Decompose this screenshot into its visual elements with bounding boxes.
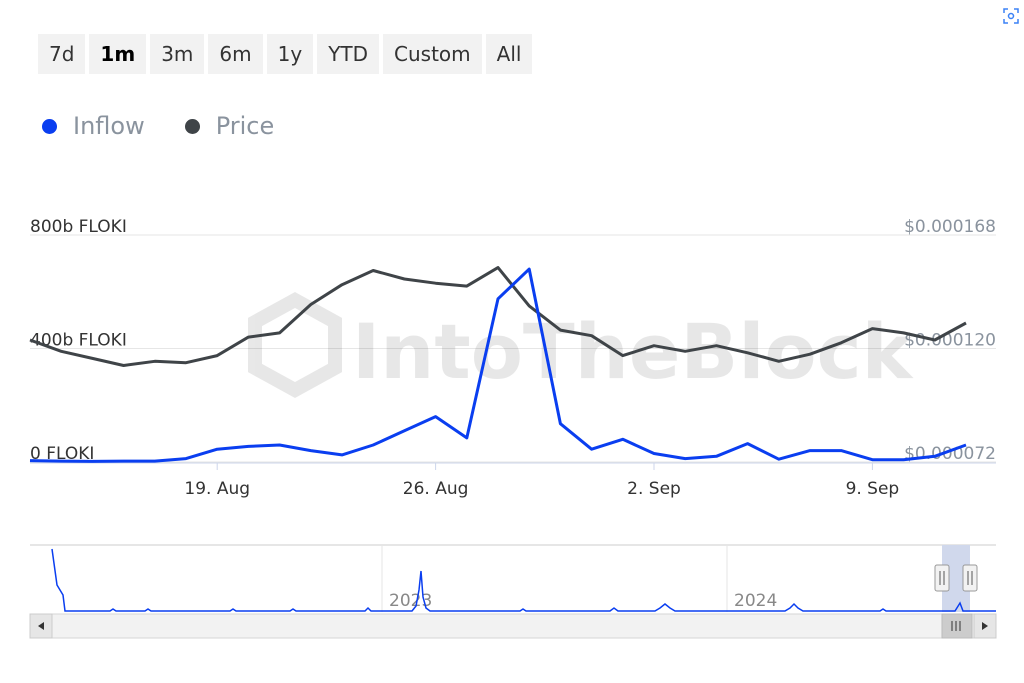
series-lines bbox=[29, 266, 967, 463]
navigator-year-label: 2023 bbox=[389, 591, 432, 611]
range-1y-button[interactable]: 1y bbox=[266, 34, 314, 74]
legend-dot-price bbox=[184, 118, 200, 134]
range-ytd-button[interactable]: YTD bbox=[317, 34, 380, 74]
legend-item-inflow[interactable]: Inflow bbox=[42, 112, 145, 140]
range-custom-button[interactable]: Custom bbox=[383, 34, 482, 74]
legend-label-inflow: Inflow bbox=[73, 112, 145, 140]
series-line-price[interactable] bbox=[29, 266, 967, 367]
range-all-button[interactable]: All bbox=[485, 34, 533, 74]
navigator-year-label: 2024 bbox=[734, 591, 777, 611]
navigator-handle-right[interactable] bbox=[962, 564, 978, 592]
left-axis-tick-label: 0 FLOKI bbox=[30, 444, 94, 464]
navigator[interactable]: 2023 2024 bbox=[29, 544, 997, 639]
legend-dot-inflow bbox=[42, 118, 57, 134]
axes: 800b FLOKI $0.000168 400b FLOKI $0.000120 0 … bbox=[30, 217, 996, 499]
range-selector: 7d 1m 3m 6m 1y YTD Custom All bbox=[38, 34, 533, 74]
arrow-left-icon bbox=[38, 622, 44, 630]
navigator-series-line bbox=[51, 548, 996, 612]
right-axis-tick-label: $0.000168 bbox=[904, 217, 996, 237]
range-1m-button[interactable]: 1m bbox=[89, 34, 147, 74]
watermark: IntoTheBlock bbox=[248, 292, 914, 398]
watermark-logo-icon bbox=[248, 292, 342, 398]
screenshot-icon[interactable] bbox=[1003, 8, 1019, 24]
x-axis-tick-label: 19. Aug bbox=[184, 479, 250, 499]
legend-item-price[interactable]: Price bbox=[184, 112, 275, 140]
range-6m-button[interactable]: 6m bbox=[208, 34, 263, 74]
x-axis-tick-label: 26. Aug bbox=[403, 479, 469, 499]
series-line-inflow[interactable] bbox=[29, 267, 967, 463]
range-7d-button[interactable]: 7d bbox=[38, 34, 86, 74]
x-axis-tick-label: 2. Sep bbox=[627, 479, 681, 499]
navigator-scrollbar[interactable] bbox=[29, 613, 997, 639]
scroll-thumb[interactable] bbox=[941, 613, 973, 639]
gridlines bbox=[30, 234, 996, 463]
right-axis-tick-label: $0.000120 bbox=[904, 331, 996, 351]
left-axis-tick-label: 400b FLOKI bbox=[30, 331, 127, 351]
right-axis-tick-label: $0.000072 bbox=[904, 444, 996, 464]
range-3m-button[interactable]: 3m bbox=[150, 34, 205, 74]
legend-label-price: Price bbox=[215, 112, 275, 140]
arrow-right-icon bbox=[982, 622, 988, 630]
navigator-handle-left[interactable] bbox=[934, 564, 950, 592]
x-axis-tick-label: 9. Sep bbox=[846, 479, 900, 499]
left-axis-tick-label: 800b FLOKI bbox=[30, 217, 127, 237]
chart-legend: Inflow Price bbox=[42, 112, 274, 140]
